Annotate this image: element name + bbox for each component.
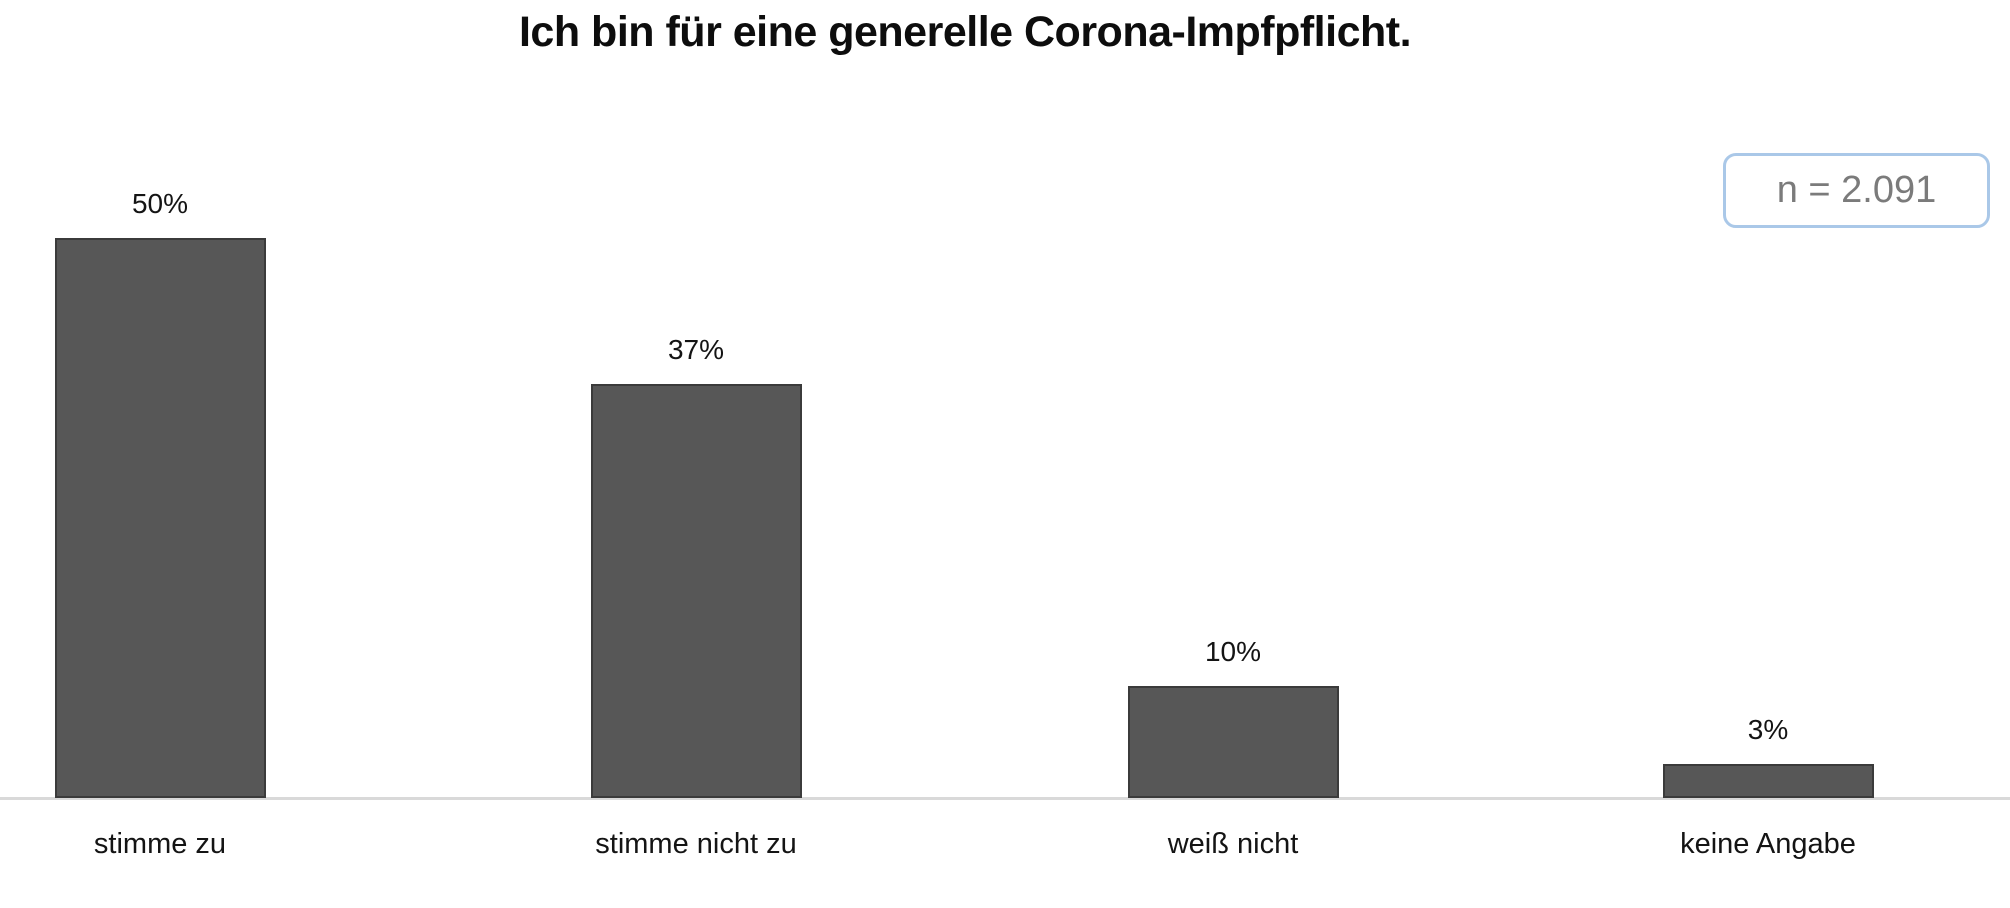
bar-value-label: 50% [131, 188, 189, 219]
x-axis-category-label: stimme nicht zu [595, 828, 797, 860]
bar-stimme-nicht-zu [590, 384, 802, 798]
x-axis-line [0, 797, 2010, 800]
bar-value-label: 10% [1204, 636, 1262, 667]
bar-stimme-zu [54, 238, 266, 798]
bar-value-label: 37% [667, 334, 725, 365]
x-axis-category-label: keine Angabe [1680, 828, 1856, 860]
sample-size-badge: n = 2.091 [1723, 153, 1990, 228]
x-axis-category-label: weiß nicht [1167, 828, 1299, 860]
chart-title: Ich bin für eine generelle Corona-Impfpf… [518, 8, 1412, 56]
sample-size-text: n = 2.091 [1776, 169, 1937, 211]
bar-wei-nicht [1127, 686, 1339, 798]
bar-value-label: 3% [1747, 714, 1789, 745]
bar-keine-angabe [1662, 764, 1874, 798]
x-axis-category-label: stimme zu [93, 828, 227, 860]
